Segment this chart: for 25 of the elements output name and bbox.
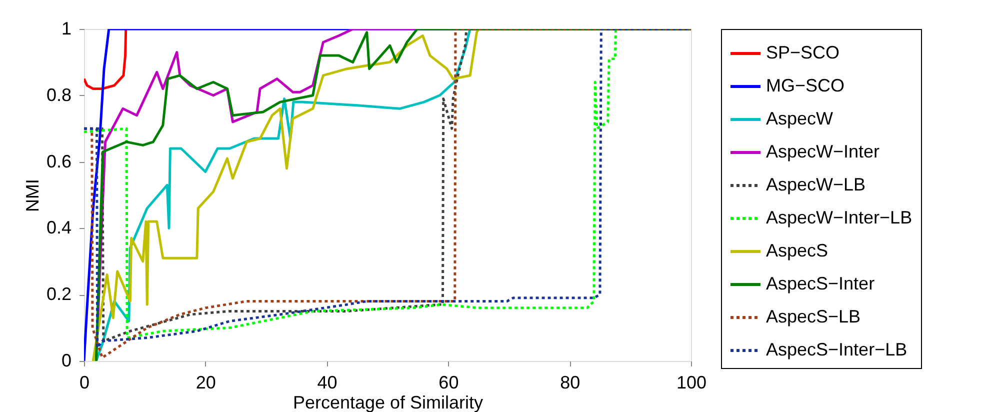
line-series [84, 29, 128, 90]
legend-label: SP−SCO [766, 42, 840, 62]
x-tick-label: 0 [79, 372, 90, 392]
legend-label: AspecS [766, 240, 828, 260]
legend-label: AspecS−Inter−LB [766, 340, 908, 360]
x-tick-label: 40 [317, 372, 338, 392]
y-tick-label: 0.8 [46, 84, 72, 105]
legend-label: AspecS−LB [766, 306, 861, 326]
y-tick-label: 0.6 [46, 151, 72, 172]
legend-label: AspecW−Inter [766, 142, 880, 162]
y-tick-label: 0.2 [46, 284, 72, 304]
x-tick-label: 60 [438, 372, 459, 392]
legend-label: AspecW−Inter−LB [766, 208, 912, 228]
legend-label: MG−SCO [766, 76, 845, 96]
x-tick-label: 80 [560, 372, 580, 392]
x-tick-label: 20 [196, 372, 216, 392]
y-tick-label: 1 [61, 18, 72, 38]
y-axis-title: NMI [22, 179, 42, 212]
legend-label: AspecW−LB [766, 174, 866, 194]
y-tick-label: 0 [61, 350, 72, 370]
x-tick-label: 100 [676, 372, 707, 392]
y-tick-label: 0.4 [46, 218, 72, 238]
x-axis-title: Percentage of Similarity [292, 392, 484, 412]
legend-label: AspecW [766, 108, 834, 128]
legend-label: AspecS−Inter [766, 274, 875, 294]
